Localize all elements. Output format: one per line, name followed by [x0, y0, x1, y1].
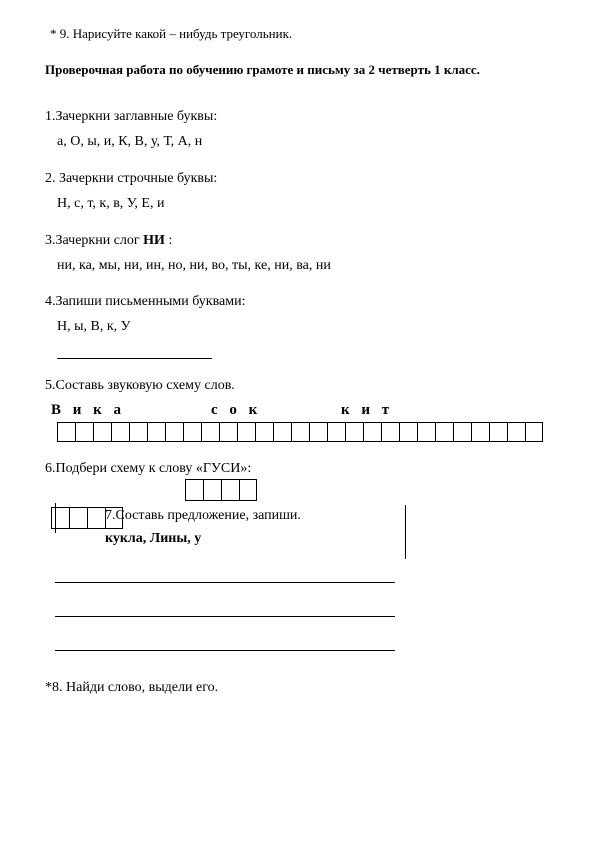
- task-5-word-3: к и т: [341, 402, 393, 418]
- task-5-question: 5.Составь звуковую схему слов.: [45, 377, 560, 396]
- grid-cell: [345, 422, 363, 442]
- task-3-colon: :: [165, 233, 172, 248]
- write-line-1: [55, 571, 395, 583]
- task-6-area: [45, 507, 560, 529]
- grid-cell: [147, 422, 165, 442]
- task-5-word-2: с о к: [211, 400, 341, 420]
- grid-cell: [129, 422, 147, 442]
- task-6: 6.Подбери схему к слову «ГУСИ»: 7.Состав…: [45, 460, 560, 549]
- task-6-accent-line: [55, 503, 56, 533]
- task-4-writeline: [57, 343, 212, 359]
- task-4: 4.Запиши письменными буквами: Н, ы, В, к…: [45, 293, 560, 359]
- task-5: 5.Составь звуковую схему слов. В и к ас …: [45, 377, 560, 442]
- task-1: 1.Зачеркни заглавные буквы: а, О, ы, и, …: [45, 108, 560, 152]
- grid-cell: [417, 422, 435, 442]
- task-1-question: 1.Зачеркни заглавные буквы:: [45, 108, 560, 127]
- task-3-question: 3.Зачеркни слог НИ :: [45, 232, 560, 251]
- grid-cell: [183, 422, 201, 442]
- grid-cell: [507, 422, 525, 442]
- task-9-text: * 9. Нарисуйте какой – нибудь треугольни…: [45, 25, 560, 43]
- task-6-question: 6.Подбери схему к слову «ГУСИ»:: [45, 460, 560, 479]
- grid-cell: [255, 422, 273, 442]
- scheme-cell: [69, 507, 87, 529]
- task-7-words: кукла, Лины, у: [105, 530, 560, 549]
- task-5-words: В и к ас о кк и т: [45, 400, 560, 420]
- scheme-cell: [51, 507, 69, 529]
- grid-cell: [399, 422, 417, 442]
- grid-cell: [237, 422, 255, 442]
- scheme-cell: [185, 479, 203, 501]
- grid-cell: [453, 422, 471, 442]
- scheme-cell: [239, 479, 257, 501]
- task-3: 3.Зачеркни слог НИ : ни, ка, мы, ни, ин,…: [45, 232, 560, 276]
- scheme-cell: [203, 479, 221, 501]
- grid-cell: [309, 422, 327, 442]
- task-3-letters: ни, ка, мы, ни, ин, но, ни, во, ты, ке, …: [45, 257, 560, 276]
- grid-cell: [381, 422, 399, 442]
- task-4-letters: Н, ы, В, к, У: [45, 318, 560, 337]
- grid-cell: [525, 422, 543, 442]
- grid-cell: [327, 422, 345, 442]
- task-2-letters: Н, с, т, к, в, У, Е, и: [45, 195, 560, 214]
- task-3-q-prefix: 3.Зачеркни слог: [45, 233, 143, 248]
- grid-cell: [435, 422, 453, 442]
- grid-cell: [93, 422, 111, 442]
- task-4-question: 4.Запиши письменными буквами:: [45, 293, 560, 312]
- scheme-cell: [105, 507, 123, 529]
- task-6-divider: [405, 505, 406, 559]
- grid-cell: [363, 422, 381, 442]
- task-5-word-1: В и к а: [51, 400, 211, 420]
- write-line-3: [55, 639, 395, 651]
- worksheet-title: Проверочная работа по обучению грамоте и…: [45, 61, 560, 79]
- grid-cell: [201, 422, 219, 442]
- worksheet-page: * 9. Нарисуйте какой – нибудь треугольни…: [0, 0, 595, 723]
- grid-cell: [291, 422, 309, 442]
- grid-cell: [75, 422, 93, 442]
- task-2-question: 2. Зачеркни строчные буквы:: [45, 170, 560, 189]
- task-6-scheme-top: [185, 479, 560, 501]
- task-2: 2. Зачеркни строчные буквы: Н, с, т, к, …: [45, 170, 560, 214]
- grid-cell: [273, 422, 291, 442]
- task-6-scheme-bottom: [51, 507, 123, 529]
- task-1-letters: а, О, ы, и, К, В, у, Т, А, н: [45, 133, 560, 152]
- task-8-text: *8. Найди слово, выдели его.: [45, 679, 560, 698]
- grid-cell: [489, 422, 507, 442]
- scheme-cell: [221, 479, 239, 501]
- grid-cell: [219, 422, 237, 442]
- scheme-cell: [87, 507, 105, 529]
- task-5-grid: [57, 422, 560, 442]
- grid-cell: [111, 422, 129, 442]
- grid-cell: [165, 422, 183, 442]
- grid-cell: [57, 422, 75, 442]
- grid-cell: [471, 422, 489, 442]
- task-3-bold: НИ: [143, 233, 165, 248]
- write-line-2: [55, 605, 395, 617]
